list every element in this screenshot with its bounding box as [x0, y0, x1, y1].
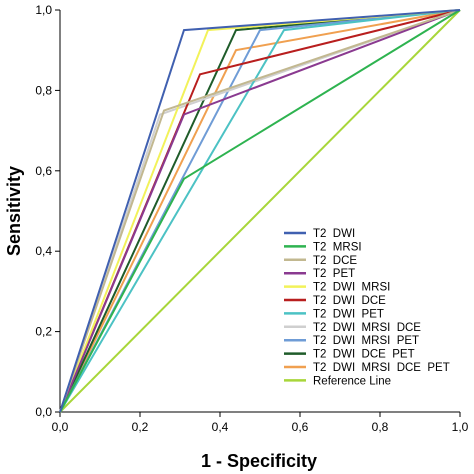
series-line-t2-dwi-pet	[59, 9, 461, 413]
x-tick-label: 0,6	[292, 420, 309, 434]
y-axis-title: Sensitivity	[4, 166, 24, 256]
x-tick-label: 1,0	[452, 420, 469, 434]
x-tick-label: 0,0	[52, 420, 69, 434]
series-line-t2-pet	[59, 9, 461, 413]
x-axis-title: 1 - Specificity	[201, 451, 317, 471]
legend-label-t2-dce: T2 DCE	[313, 255, 357, 267]
series-line-t2-dce	[59, 9, 461, 413]
y-tick-label: 0,6	[35, 164, 52, 178]
series-line-t2-dwi-mrsi-dce-pet	[59, 9, 461, 413]
axes: 0,0 0,2 0,4 0,6 0,8 1,0 0,0 0,2 0,4 0,6 0,8 1,0	[35, 3, 468, 434]
series-line-reference-line	[59, 9, 461, 413]
legend-label-t2-dwi-mrsi-pet: T2 DWI MRSI PET	[313, 335, 419, 347]
y-tick-label: 1,0	[35, 3, 52, 17]
x-tick-label: 0,4	[212, 420, 229, 434]
y-tick-label: 0,8	[35, 83, 52, 97]
legend-label-t2-dwi-mrsi: T2 DWI MRSI	[313, 282, 390, 294]
x-tick-label: 0,8	[372, 420, 389, 434]
y-tick-label: 0,0	[35, 405, 52, 419]
legend-label-t2-dwi-pet: T2 DWI PET	[313, 308, 384, 320]
series-lines	[59, 9, 461, 413]
legend-label-t2-pet: T2 PET	[313, 268, 355, 280]
y-tick-label: 0,2	[35, 325, 52, 339]
legend-label-t2-dwi-dce-pet: T2 DWI DCE PET	[313, 349, 415, 361]
legend-label-reference-line: Reference Line	[313, 375, 391, 387]
legend-label-t2-dwi-dce: T2 DWI DCE	[313, 295, 386, 307]
legend-label-t2-mrsi: T2 MRSI	[313, 241, 362, 253]
series-line-t2-dwi	[59, 9, 461, 413]
legend-label-t2-dwi-mrsi-dce: T2 DWI MRSI DCE	[313, 322, 421, 334]
y-tick-label: 0,4	[35, 244, 52, 258]
series-line-t2-mrsi	[59, 9, 461, 413]
x-tick-label: 0,2	[132, 420, 149, 434]
legend-label-t2-dwi: T2 DWI	[313, 228, 355, 240]
legend-label-t2-dwi-mrsi-dce-pet: T2 DWI MRSI DCE PET	[313, 362, 450, 374]
